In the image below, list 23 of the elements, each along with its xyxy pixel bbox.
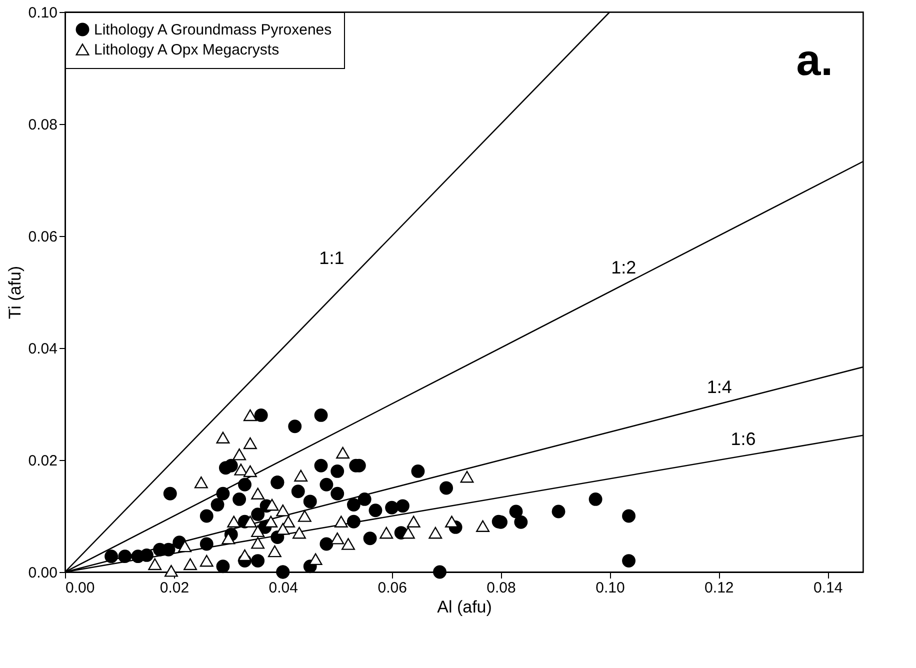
series-label: 1:2 [611, 258, 636, 278]
x-tick-label: 0.12 [704, 580, 734, 596]
x-tick-label: 0.14 [813, 580, 843, 596]
x-tick-label: 0.06 [378, 580, 407, 596]
series-label: 1:1 [319, 248, 344, 268]
x-tick-label: 0.10 [596, 580, 625, 596]
y-tick-label: 0.06 [28, 228, 58, 246]
x-tick-label: 0.00 [66, 580, 95, 596]
y-tick-label: 0.02 [28, 452, 58, 470]
legend-label: Lithology A Opx Megacrysts [94, 42, 280, 58]
y-tick-label: 0.00 [28, 564, 58, 582]
y-axis-title: Ti (afu) [5, 266, 24, 320]
series-label: 1:6 [730, 428, 756, 449]
x-tick-label: 0.04 [268, 580, 298, 596]
legend-label: Lithology A Groundmass Pyroxenes [94, 22, 332, 38]
y-tick-label: 0.10 [28, 4, 58, 22]
y-tick-label: 0.04 [28, 340, 58, 358]
x-tick-label: 0.02 [160, 580, 190, 596]
y-tick-label: 0.08 [28, 116, 58, 134]
x-tick-label: 0.08 [486, 580, 516, 596]
series-label: 1:4 [706, 376, 732, 397]
x-axis-title: Al (afu) [437, 598, 492, 616]
annotation: a. [796, 36, 833, 85]
